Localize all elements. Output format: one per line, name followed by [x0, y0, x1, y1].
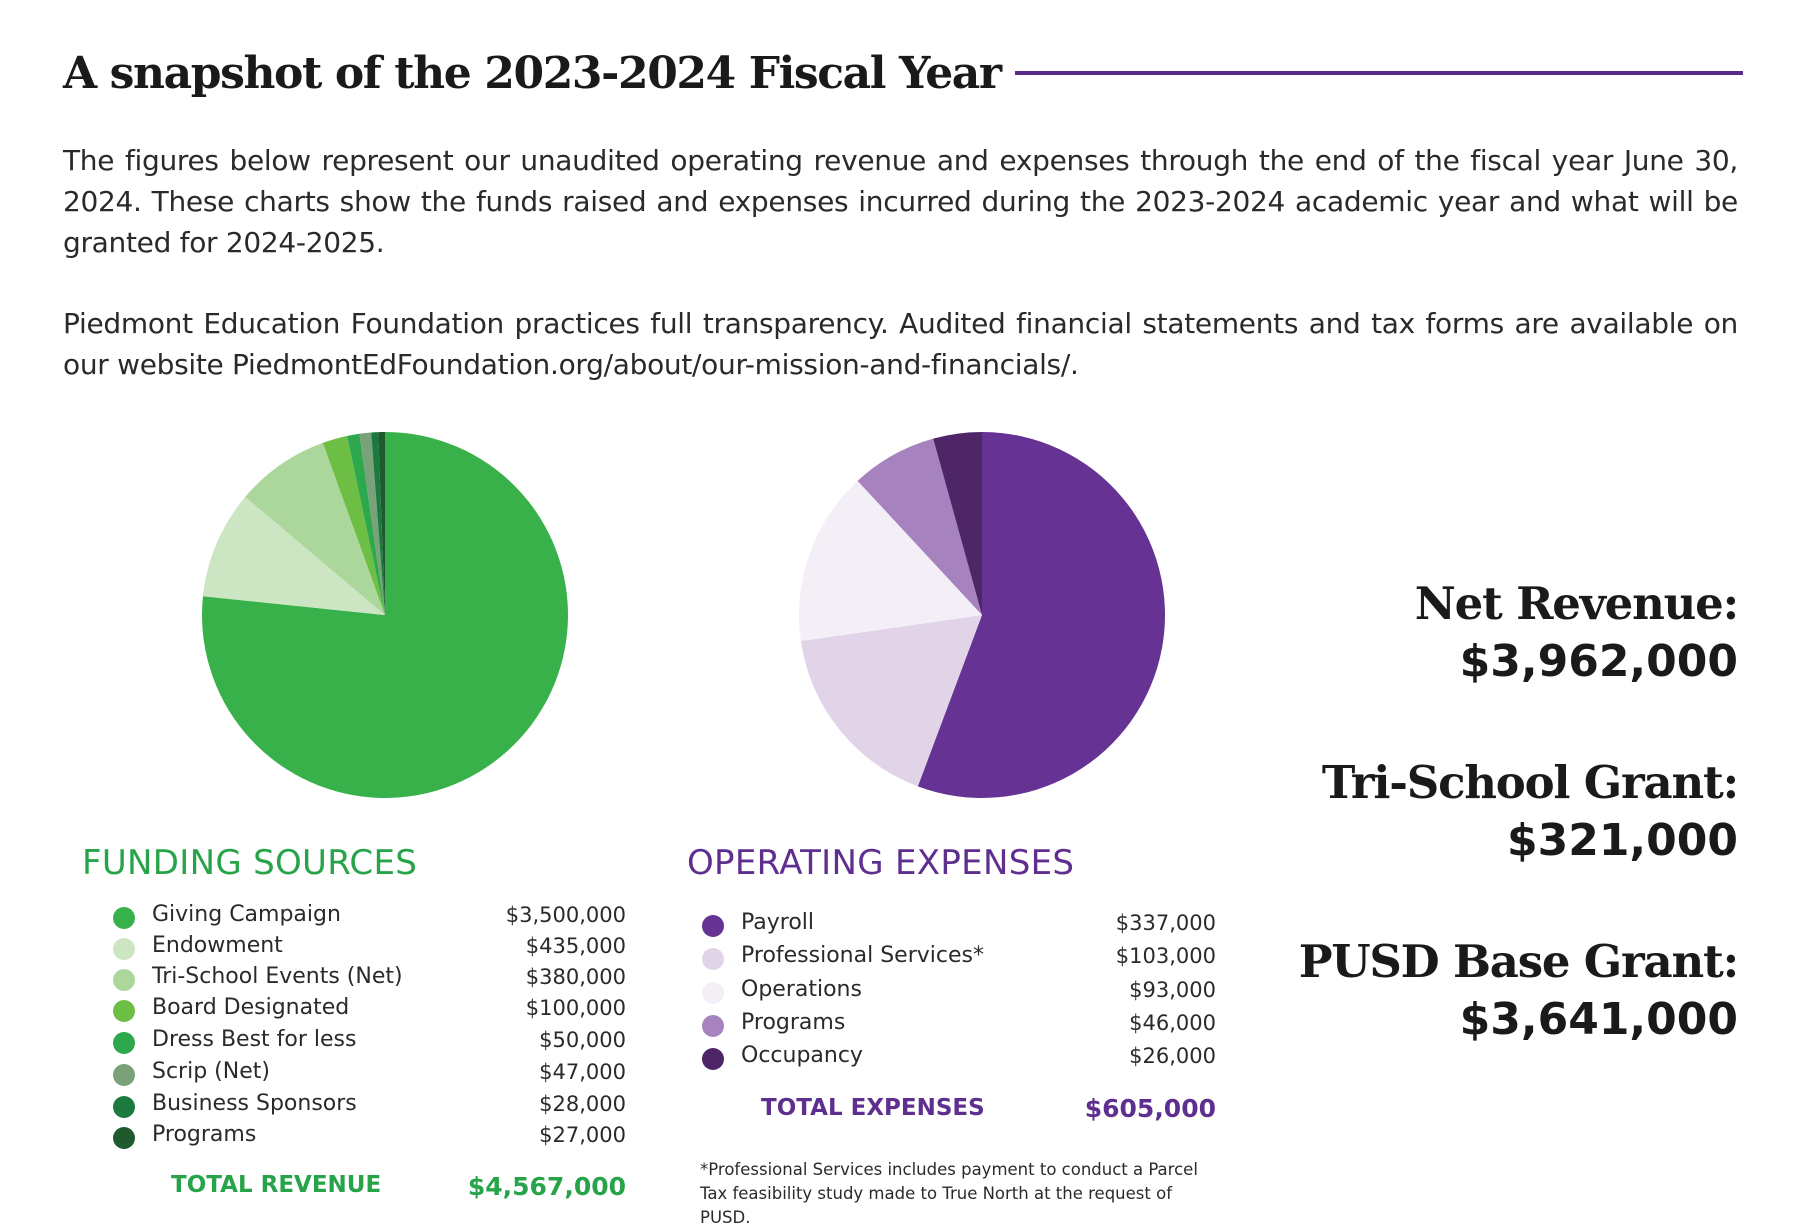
- expenses-swatch-programs: [702, 1015, 724, 1037]
- expenses-legend-label: Programs: [741, 1010, 846, 1035]
- funding-slice-business-sponsors: [371, 432, 385, 615]
- net-revenue-stat: Net Revenue: $3,962,000: [1414, 575, 1740, 691]
- funding-slice-endowment: [202, 496, 385, 615]
- expenses-slice-payroll: [917, 432, 1165, 798]
- expenses-legend-value: $93,000: [1129, 978, 1216, 1002]
- funding-legend-value: $100,000: [525, 996, 626, 1020]
- net-revenue-value: $3,962,000: [1459, 636, 1738, 687]
- funding-swatch-board-designated: [113, 1000, 135, 1022]
- funding-legend-label: Giving Campaign: [152, 902, 341, 927]
- funding-legend-label: Scrip (Net): [152, 1059, 270, 1084]
- pusd-base-grant-label: PUSD Base Grant:: [1298, 935, 1740, 988]
- expenses-legend-label: Professional Services*: [741, 943, 984, 968]
- funding-pie-chart: [202, 432, 568, 798]
- expenses-legend-label: Occupancy: [741, 1043, 863, 1068]
- funding-legend-label: Tri-School Events (Net): [152, 964, 403, 989]
- funding-legend-label: Business Sponsors: [152, 1091, 357, 1116]
- total-revenue-label: TOTAL REVENUE: [171, 1172, 382, 1198]
- funding-swatch-scrip-net: [113, 1064, 135, 1086]
- tri-school-grant-value: $321,000: [1506, 815, 1738, 866]
- funding-slice-programs: [378, 432, 385, 615]
- total-expenses-value: $605,000: [1084, 1094, 1216, 1123]
- funding-legend-item: Giving Campaign $3,500,000: [113, 900, 626, 930]
- expenses-swatch-operations: [702, 982, 724, 1004]
- tri-school-grant-label: Tri-School Grant:: [1321, 756, 1739, 809]
- funding-legend-label: Programs: [152, 1122, 257, 1147]
- title-rule: [1014, 71, 1743, 75]
- expenses-legend-value: $103,000: [1115, 944, 1216, 968]
- funding-legend-item: Business Sponsors $28,000: [113, 1089, 626, 1119]
- funding-legend-item: Programs $27,000: [113, 1120, 626, 1150]
- expenses-legend-item: Payroll $337,000: [702, 908, 1216, 938]
- pusd-base-grant-value: $3,641,000: [1459, 994, 1738, 1045]
- expenses-slice-occupancy: [933, 432, 982, 615]
- funding-legend-value: $3,500,000: [505, 903, 626, 927]
- funding-swatch-endowment: [113, 938, 135, 960]
- funding-legend-label: Dress Best for less: [152, 1027, 357, 1052]
- expenses-legend-value: $337,000: [1115, 911, 1216, 935]
- expenses-slice-professional-services: [800, 615, 982, 787]
- expenses-slice-programs: [857, 438, 982, 615]
- title-row: A snapshot of the 2023-2024 Fiscal Year: [63, 38, 1743, 108]
- expenses-footnote: *Professional Services includes payment …: [700, 1160, 1198, 1227]
- expenses-legend-item: Professional Services* $103,000: [702, 941, 1216, 971]
- funding-slice-tri-school-events-net: [245, 442, 385, 615]
- funding-slice-board-designated: [322, 435, 385, 615]
- total-expenses-label: TOTAL EXPENSES: [761, 1095, 985, 1121]
- page-title: A snapshot of the 2023-2024 Fiscal Year: [63, 47, 1002, 99]
- funding-swatch-dress-best-for-less: [113, 1032, 135, 1054]
- funding-legend-item: Board Designated $100,000: [113, 993, 626, 1023]
- funding-legend: Giving Campaign $3,500,000 Endowment $435,0…: [113, 900, 626, 1160]
- funding-legend-value: $50,000: [539, 1028, 626, 1052]
- expenses-legend-item: Operations $93,000: [702, 975, 1216, 1005]
- funding-swatch-tri-school-events-net: [113, 969, 135, 991]
- funding-swatch-programs: [113, 1127, 135, 1149]
- funding-legend-value: $27,000: [539, 1123, 626, 1147]
- funding-legend-value: $380,000: [525, 965, 626, 989]
- intro-paragraph-2: Piedmont Education Foundation practices …: [63, 307, 1738, 381]
- funding-legend-label: Board Designated: [152, 995, 350, 1020]
- funding-legend-item: Endowment $435,000: [113, 931, 626, 961]
- pusd-base-grant-stat: PUSD Base Grant: $3,641,000: [1298, 933, 1740, 1049]
- tri-school-grant-stat: Tri-School Grant: $321,000: [1321, 754, 1739, 870]
- funding-sources-title: FUNDING SOURCES: [82, 843, 418, 883]
- expenses-legend-label: Operations: [741, 977, 862, 1002]
- intro-paragraph-1: The figures below represent our unaudite…: [63, 144, 1738, 259]
- expenses-legend-label: Payroll: [741, 910, 815, 935]
- funding-slice-dress-best-for-less: [347, 433, 385, 615]
- funding-legend-label: Endowment: [152, 933, 283, 958]
- net-revenue-label: Net Revenue:: [1414, 577, 1740, 630]
- funding-legend-item: Dress Best for less $50,000: [113, 1025, 626, 1055]
- expenses-legend-value: $26,000: [1129, 1044, 1216, 1068]
- expenses-legend-value: $46,000: [1129, 1011, 1216, 1035]
- funding-legend-value: $47,000: [539, 1060, 626, 1084]
- expenses-pie-chart: [799, 432, 1165, 798]
- funding-swatch-business-sponsors: [113, 1096, 135, 1118]
- funding-swatch-giving-campaign: [113, 907, 135, 929]
- funding-legend-value: $435,000: [525, 934, 626, 958]
- expenses-legend-item: Programs $46,000: [702, 1008, 1216, 1038]
- expenses-legend-item: Occupancy $26,000: [702, 1041, 1216, 1071]
- funding-legend-item: Scrip (Net) $47,000: [113, 1057, 626, 1087]
- expenses-legend: Payroll $337,000 Professional Services* $10…: [702, 908, 1216, 1073]
- expenses-swatch-occupancy: [702, 1048, 724, 1070]
- expenses-swatch-professional-services: [702, 948, 724, 970]
- expenses-slice-operations: [799, 480, 982, 642]
- funding-slice-scrip-net: [359, 432, 385, 615]
- funding-legend-value: $28,000: [539, 1092, 626, 1116]
- operating-expenses-title: OPERATING EXPENSES: [687, 843, 1075, 883]
- total-revenue-value: $4,567,000: [467, 1172, 626, 1201]
- funding-legend-item: Tri-School Events (Net) $380,000: [113, 962, 626, 992]
- expenses-swatch-payroll: [702, 915, 724, 937]
